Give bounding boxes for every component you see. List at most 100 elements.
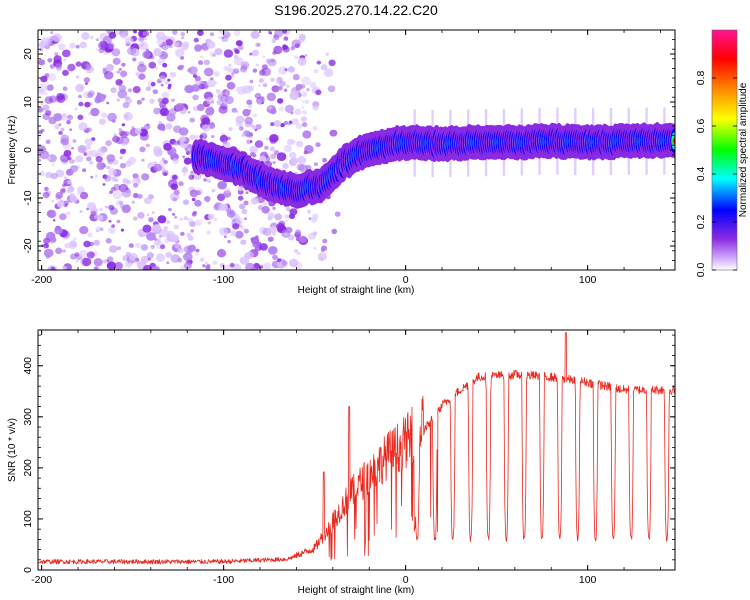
heatmap-noise-blob [267,58,277,67]
heatmap-noise-blob [119,156,123,160]
heatmap-noise-blob [95,156,103,163]
heatmap-noise-blob [96,214,104,221]
heatmap-noise-blob [131,200,135,204]
heatmap-noise-blob [156,238,162,243]
heatmap-noise-blob [99,207,103,212]
heatmap-noise-blob [40,37,51,47]
heatmap-noise-blob [221,89,231,97]
heatmap-noise-blob [206,97,215,105]
heatmap-noise-blob [103,70,114,80]
heatmap-noise-blob [151,224,161,233]
heatmap-noise-blob [112,57,121,65]
heatmap-noise-blob [38,159,42,162]
heatmap-noise-blob [181,36,185,40]
heatmap-noise-blob [46,84,54,91]
heatmap-noise-blob [119,204,125,209]
heatmap-noise-blob [94,266,99,270]
heatmap-noise-blob [235,230,244,239]
heatmap-noise-blob [105,140,112,147]
heatmap-noise-blob [66,211,71,216]
heatmap-noise-blob [45,255,50,259]
heatmap-noise-blob [203,80,208,85]
heatmap-noise-blob [82,257,92,267]
heatmap-noise-blob [141,173,150,181]
heatmap-noise-blob [116,70,120,74]
heatmap-noise-blob [272,206,276,210]
heatmap-noise-blob [99,227,104,231]
heatmap-noise-blob [309,81,317,89]
heatmap-noise-blob [52,219,56,222]
heatmap-noise-blob [202,264,206,268]
heatmap-noise-blob [52,33,62,42]
heatmap-noise-blob [315,142,321,148]
heatmap-noise-blob [164,80,169,85]
heatmap-noise-blob [203,178,208,182]
heatmap-noise-blob [265,137,269,141]
heatmap-noise-blob [306,88,310,92]
heatmap-noise-blob [149,98,155,104]
heatmap-noise-blob [294,55,299,60]
heatmap-noise-blob [230,74,235,78]
heatmap-noise-blob [167,86,171,90]
heatmap-noise-blob [143,123,151,130]
heatmap-noise-blob [177,257,183,263]
heatmap-noise-blob [68,241,78,250]
heatmap-noise-blob [101,112,108,119]
heatmap-noise-blob [75,155,84,163]
heatmap-noise-blob [60,154,70,163]
heatmap-noise-blob [194,135,199,139]
heatmap-noise-blob [316,60,321,65]
heatmap-noise-blob [242,108,251,117]
heatmap-noise-blob [69,159,75,164]
heatmap-noise-blob [63,176,68,180]
heatmap-noise-blob [109,245,118,253]
heatmap-noise-blob [177,65,183,70]
heatmap-noise-blob [276,222,285,231]
heatmap-noise-blob [262,262,272,270]
heatmap-noise-blob [107,227,116,234]
heatmap-noise-blob [112,135,120,143]
x-tick-label: -100 [213,574,234,586]
heatmap-noise-blob [165,251,173,258]
heatmap-noise-blob [62,112,67,117]
heatmap-noise-blob [235,40,243,47]
spectrogram-heatmap [38,30,675,270]
heatmap-noise-blob [102,259,108,264]
heatmap-noise-blob [214,218,218,221]
heatmap-noise-blob [43,248,54,258]
heatmap-noise-blob [313,247,317,250]
heatmap-noise-blob [161,91,170,99]
heatmap-noise-blob [189,117,195,123]
heatmap-noise-blob [56,93,65,101]
heatmap-noise-blob [215,89,221,94]
heatmap-noise-blob [276,258,282,263]
heatmap-noise-blob [172,158,179,164]
heatmap-noise-blob [297,156,307,165]
heatmap-noise-blob [312,105,319,111]
heatmap-noise-blob [67,114,74,121]
heatmap-noise-blob [140,255,149,264]
heatmap-noise-blob [56,200,65,208]
heatmap-noise-blob [50,172,58,180]
heatmap-noise-blob [138,73,146,80]
heatmap-noise-blob [179,217,183,221]
heatmap-noise-blob [255,124,262,130]
heatmap-noise-blob [118,127,122,132]
heatmap-noise-blob [111,119,115,123]
heatmap-noise-blob [132,173,139,179]
heatmap-noise-blob [237,195,244,201]
heatmap-noise-blob [133,183,139,188]
heatmap-noise-blob [150,82,156,87]
heatmap-noise-blob [232,223,240,230]
heatmap-noise-blob [224,188,231,194]
heatmap-noise-blob [96,162,106,170]
heatmap-noise-blob [212,260,218,265]
heatmap-noise-blob [261,101,265,105]
y-tick-label: 200 [22,459,34,477]
heatmap-noise-blob [44,96,54,104]
heatmap-noise-blob [210,77,214,81]
heatmap-noise-blob [218,248,225,255]
heatmap-noise-blob [179,136,186,143]
snr-x-ticks: -200 -100 0 100 [31,330,661,586]
heatmap-noise-blob [53,55,62,63]
